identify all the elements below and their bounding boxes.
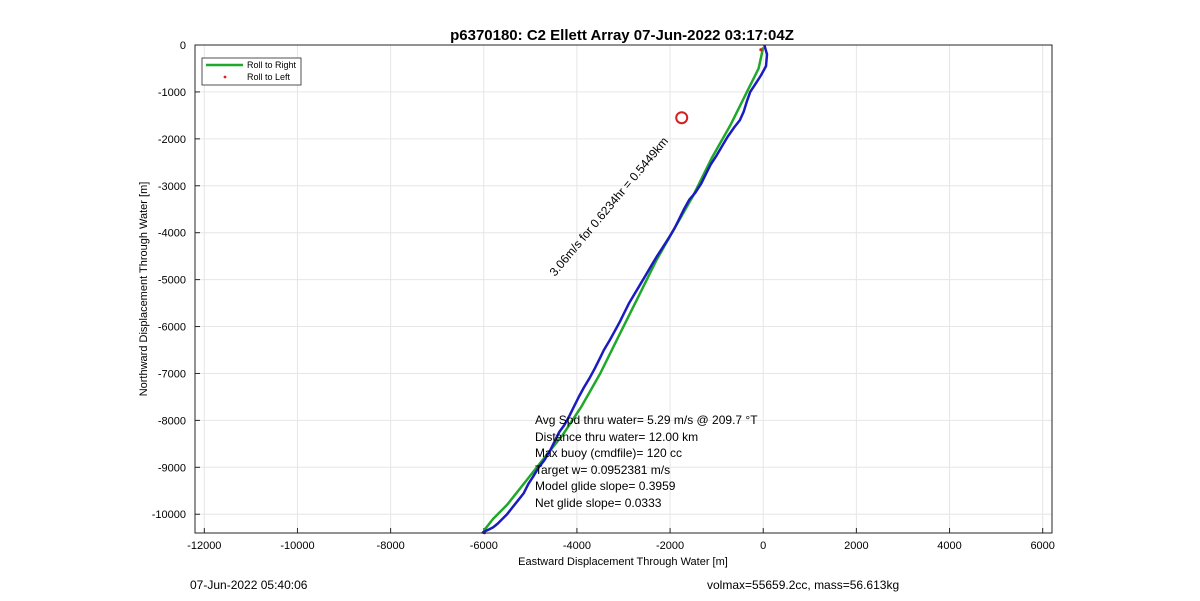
x-tick-labels: -12000 -10000 -8000 -6000 -4000 -2000 0 2000 400…: [187, 528, 1055, 552]
series-layer: [481, 44, 769, 535]
stat-distance: Distance thru water= 12.00 km: [535, 430, 698, 444]
y-axis-label: Northward Displacement Through Water [m]: [138, 182, 150, 397]
y-tick-labels: 0 -1000 -2000 -3000 -4000 -5000 -6000 -7000 -800…: [152, 40, 200, 521]
legend-label-roll-right: Roll to Right: [247, 60, 297, 70]
y-tick-label: -9000: [158, 462, 186, 474]
plot-area: [195, 45, 1052, 533]
y-tick-label: -6000: [158, 322, 186, 334]
x-tick-label: 6000: [1030, 540, 1054, 552]
x-tick-label: -12000: [187, 540, 221, 552]
series-point-roll-left: [759, 48, 763, 52]
legend-box: [201, 57, 302, 86]
y-tick-label: -1000: [158, 87, 186, 99]
current-position-circle: [675, 111, 689, 125]
footer-timestamp: 07-Jun-2022 05:40:06: [190, 578, 308, 592]
series-line-roll-right: [482, 47, 765, 532]
y-tick-label: -3000: [158, 181, 186, 193]
x-tick-label: 0: [760, 540, 766, 552]
x-tick-label: 4000: [937, 540, 961, 552]
x-tick-label: -2000: [656, 540, 684, 552]
x-axis-label: Eastward Displacement Through Water [m]: [518, 556, 728, 568]
y-tick-label: -7000: [158, 368, 186, 380]
stat-max-buoy: Max buoy (cmdfile)= 120 cc: [535, 446, 682, 460]
y-tick-label: 0: [180, 40, 186, 52]
y-tick-label: -10000: [152, 509, 186, 521]
y-tick-label: -2000: [158, 134, 186, 146]
stat-net-glide: Net glide slope= 0.0333: [535, 496, 662, 510]
grid-lines: [195, 44, 1052, 533]
x-tick-label: -4000: [563, 540, 591, 552]
series-line-track: [481, 44, 769, 535]
stats-block: Avg Spd thru water= 5.29 m/s @ 209.7 °T …: [535, 413, 758, 510]
chart-title: p6370180: C2 Ellett Array 07-Jun-2022 03…: [450, 27, 794, 44]
y-tick-label: -5000: [158, 275, 186, 287]
plot-axes: -12000 -10000 -8000 -6000 -4000 -2000 0 2000 400…: [152, 40, 1055, 552]
x-tick-label: 2000: [844, 540, 868, 552]
stat-target-w: Target w= 0.0952381 m/s: [535, 463, 670, 477]
legend: Roll to Right Roll to Left: [201, 57, 302, 86]
y-tick-label: -4000: [158, 228, 186, 240]
stat-avg-speed: Avg Spd thru water= 5.29 m/s @ 209.7 °T: [535, 413, 758, 427]
plot-frame: [194, 44, 1053, 534]
legend-swatch-roll-left: [223, 75, 227, 79]
x-tick-label: -6000: [470, 540, 498, 552]
stat-model-glide: Model glide slope= 0.3959: [535, 479, 676, 493]
x-tick-label: -8000: [377, 540, 405, 552]
legend-label-roll-left: Roll to Left: [247, 72, 291, 82]
y-tick-label: -8000: [158, 415, 186, 427]
x-tick-label: -10000: [280, 540, 314, 552]
footer-mass-info: volmax=55659.2cc, mass=56.613kg: [707, 578, 899, 592]
